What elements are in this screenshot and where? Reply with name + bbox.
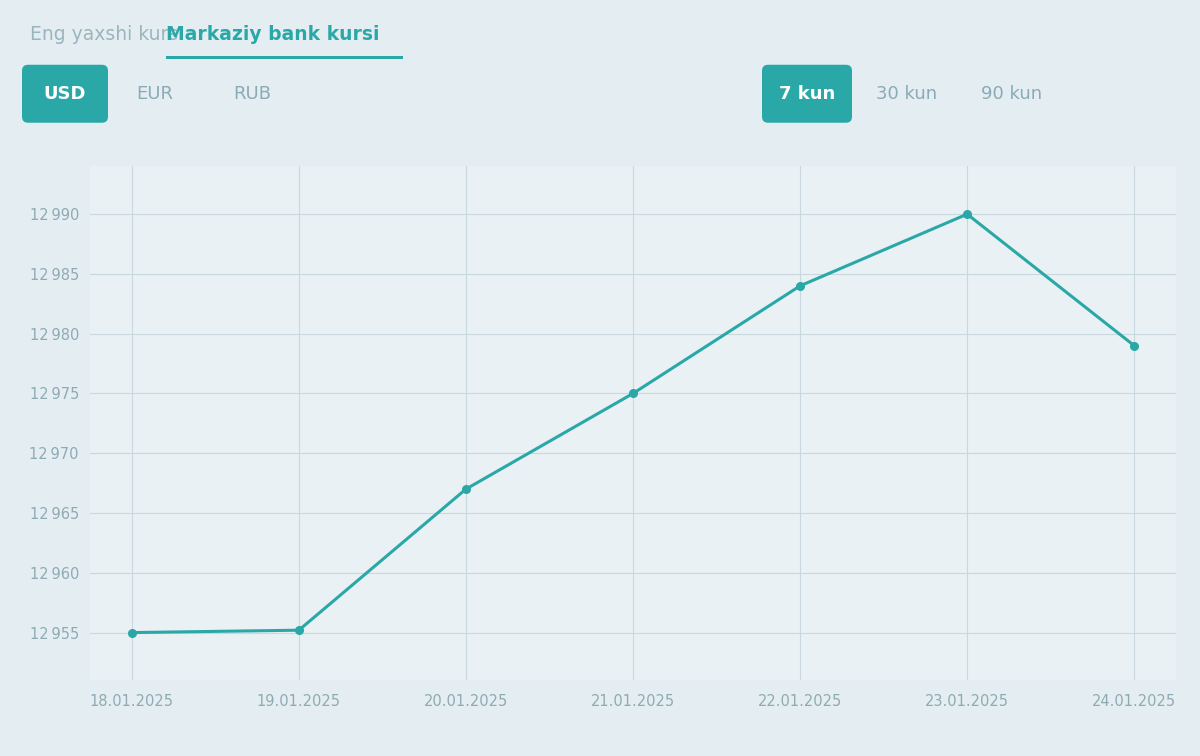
Text: 7 kun: 7 kun [779, 85, 835, 103]
Text: Markaziy bank kursi: Markaziy bank kursi [166, 24, 379, 44]
Text: USD: USD [43, 85, 86, 103]
Text: Eng yaxshi kurs: Eng yaxshi kurs [30, 24, 179, 44]
FancyBboxPatch shape [762, 65, 852, 122]
Text: 90 kun: 90 kun [982, 85, 1043, 103]
Text: RUB: RUB [233, 85, 271, 103]
Text: 30 kun: 30 kun [876, 85, 937, 103]
Text: EUR: EUR [137, 85, 174, 103]
FancyBboxPatch shape [22, 65, 108, 122]
